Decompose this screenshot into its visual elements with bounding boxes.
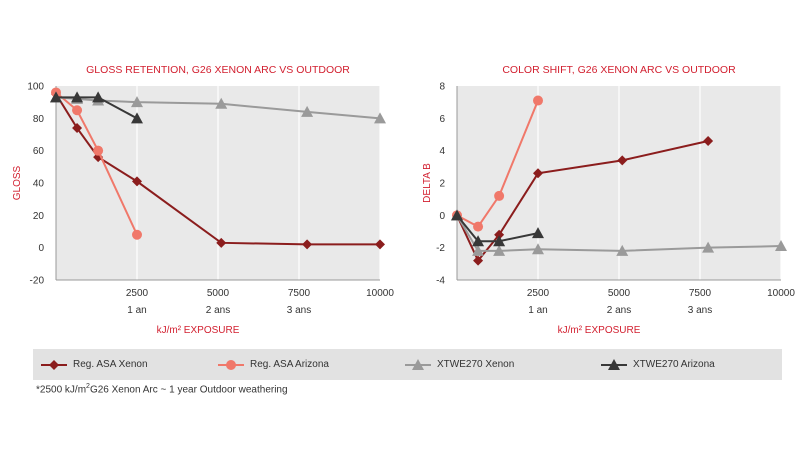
data-point-triangle xyxy=(92,91,105,103)
chart-1: -20 0 20 40 60 80 100 2500 5000 7500 10000 1 an 2 an… xyxy=(12,64,394,336)
x-tick-label: 10000 xyxy=(366,288,394,299)
x-tick-label: 7500 xyxy=(689,288,712,299)
series-line-4 xyxy=(456,214,539,243)
y-tick-label: -2 xyxy=(436,243,445,254)
data-point-diamond xyxy=(473,255,484,266)
chart-title: COLOR SHIFT, G26 XENON ARC VS OUTDOOR xyxy=(502,64,736,76)
x-axis-title: kJ/m² EXPOSURE xyxy=(558,325,641,336)
footnote-superscript: 2 xyxy=(86,383,90,390)
x-tick-label: 2500 xyxy=(527,288,550,299)
x-tick-label: 5000 xyxy=(608,288,631,299)
data-point-circle xyxy=(132,229,142,240)
legend-label: XTWE270 Xenon xyxy=(437,359,515,370)
data-point-triangle xyxy=(616,244,629,256)
data-point-triangle xyxy=(451,209,463,221)
footnote: *2500 kJ/m2G26 Xenon Arc ~ 1 year Outdoo… xyxy=(36,383,288,395)
data-point-diamond xyxy=(302,239,313,250)
y-tick-label: 0 xyxy=(439,211,445,222)
data-point-triangle xyxy=(301,105,314,117)
data-point-triangle xyxy=(71,91,84,103)
series-line-2 xyxy=(456,100,539,228)
x-secondary-label: 1 an xyxy=(528,305,547,316)
series-line-4 xyxy=(56,96,138,120)
legend-marker-triangle xyxy=(405,358,431,370)
x-tick-label: 2500 xyxy=(126,288,149,299)
footnote-text-pre: *2500 kJ/m xyxy=(36,384,87,396)
legend-item-reg-asa-arizona: Reg. ASA Arizona xyxy=(218,359,329,371)
y-tick-label: 20 xyxy=(33,211,45,222)
chart-title: GLOSS RETENTION, G26 XENON ARC VS OUTDOO… xyxy=(86,64,350,76)
x-axis-title: kJ/m² EXPOSURE xyxy=(157,325,240,336)
y-tick-label: 6 xyxy=(439,114,445,125)
data-point-diamond xyxy=(533,168,543,179)
x-tick-label: 5000 xyxy=(207,288,230,299)
y-axis-title: DELTA B xyxy=(422,163,433,203)
y-tick-label: 2 xyxy=(439,179,445,190)
legend-label: Reg. ASA Arizona xyxy=(250,359,329,370)
data-point-circle xyxy=(473,221,484,232)
legend: Reg. ASA Xenon Reg. ASA Arizona XTWE270 … xyxy=(33,349,782,380)
data-point-circle xyxy=(494,190,505,201)
legend-label: Reg. ASA Xenon xyxy=(73,359,148,370)
data-point-triangle xyxy=(702,241,715,253)
y-tick-label: -20 xyxy=(30,276,45,287)
data-point-triangle xyxy=(493,244,506,256)
chart-2: -4 -2 0 2 4 6 8 2500 5000 7500 10000 1 an 2 ans 3 ans… xyxy=(422,64,795,336)
y-tick-label: 8 xyxy=(439,82,445,93)
data-point-diamond xyxy=(216,237,227,248)
x-secondary-label: 2 ans xyxy=(206,305,230,316)
x-tick-label: 7500 xyxy=(288,288,311,299)
legend-label: XTWE270 Arizona xyxy=(633,359,715,370)
data-point-circle xyxy=(72,105,83,116)
x-secondary-label: 3 ans xyxy=(287,305,311,316)
x-secondary-label: 1 an xyxy=(127,305,146,316)
data-point-triangle xyxy=(374,112,386,124)
data-point-triangle xyxy=(532,243,544,255)
legend-marker-circle xyxy=(218,359,244,370)
footnote-text-post: G26 Xenon Arc ~ 1 year Outdoor weatherin… xyxy=(89,384,288,396)
data-point-diamond xyxy=(617,155,628,166)
y-tick-label: 80 xyxy=(33,114,45,125)
data-point-triangle xyxy=(131,96,143,108)
data-point-triangle xyxy=(215,97,228,109)
x-secondary-label: 3 ans xyxy=(688,305,712,316)
data-point-triangle xyxy=(532,227,544,239)
x-tick-label: 10000 xyxy=(767,288,795,299)
x-secondary-label: 2 ans xyxy=(607,305,631,316)
data-point-circle xyxy=(93,145,104,156)
data-point-triangle xyxy=(50,91,62,103)
y-tick-label: 4 xyxy=(439,146,445,157)
y-axis-title: GLOSS xyxy=(12,165,23,200)
data-point-triangle xyxy=(493,235,506,247)
data-point-triangle xyxy=(472,244,485,256)
data-point-circle xyxy=(533,95,543,106)
data-point-diamond xyxy=(375,239,385,250)
legend-item-xtwe270-arizona: XTWE270 Arizona xyxy=(601,358,715,371)
y-tick-label: 40 xyxy=(33,179,45,190)
data-point-triangle xyxy=(775,240,787,252)
legend-item-reg-asa-xenon: Reg. ASA Xenon xyxy=(41,359,148,371)
y-tick-label: -4 xyxy=(436,276,445,287)
data-point-triangle xyxy=(472,235,485,247)
y-tick-label: 0 xyxy=(38,243,44,254)
series-line-2 xyxy=(55,91,138,236)
y-tick-label: 100 xyxy=(27,82,44,93)
legend-marker-diamond xyxy=(41,359,67,370)
data-point-diamond xyxy=(72,123,83,134)
legend-marker-triangle xyxy=(601,358,627,370)
data-point-triangle xyxy=(131,112,143,124)
data-point-diamond xyxy=(703,135,714,146)
data-point-diamond xyxy=(494,229,505,240)
legend-item-xtwe270-xenon: XTWE270 Xenon xyxy=(405,358,515,371)
y-tick-label: 60 xyxy=(33,146,45,157)
data-point-diamond xyxy=(132,176,142,187)
